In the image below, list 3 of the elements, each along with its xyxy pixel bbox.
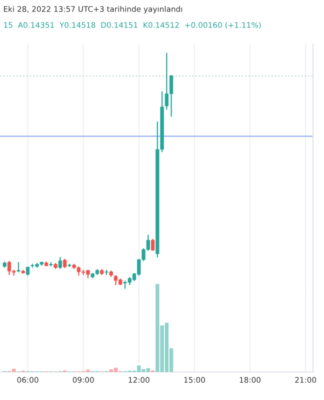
candlestick — [150, 238, 155, 251]
candlestick — [58, 256, 62, 269]
candlestick — [16, 262, 20, 272]
